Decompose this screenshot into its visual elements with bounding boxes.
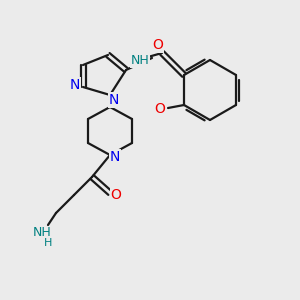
Text: NH: NH [33, 226, 51, 239]
Text: N: N [70, 78, 80, 92]
Text: O: O [154, 102, 166, 116]
Text: O: O [111, 188, 122, 202]
Text: O: O [153, 38, 164, 52]
Text: H: H [44, 238, 52, 248]
Text: N: N [109, 93, 119, 107]
Text: N: N [110, 150, 120, 164]
Text: NH: NH [130, 55, 149, 68]
